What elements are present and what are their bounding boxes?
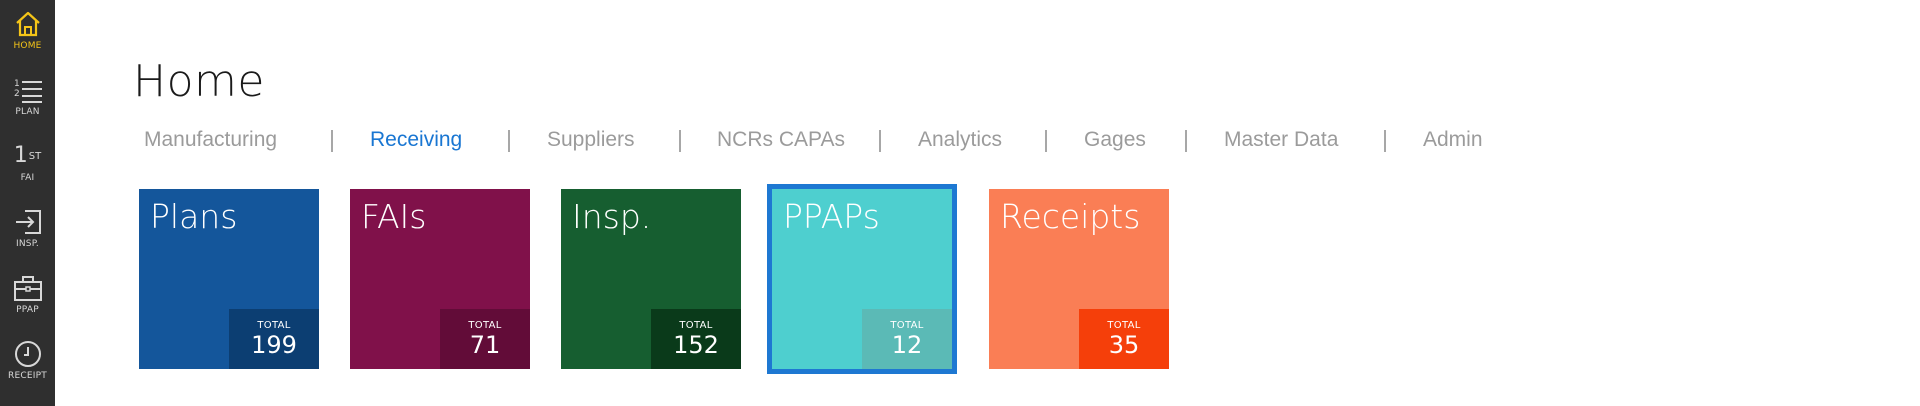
left-nav-rail: HOME 1 2 PLAN 1 ST FAI IN bbox=[0, 0, 55, 406]
tile-total-label: TOTAL bbox=[1107, 319, 1141, 331]
tile-title: FAIs bbox=[361, 197, 427, 236]
svg-text:2: 2 bbox=[14, 89, 20, 99]
tile-total-box: TOTAL 71 bbox=[440, 309, 530, 369]
first-icon-number: 1 bbox=[13, 143, 28, 168]
tile-total-box: TOTAL 35 bbox=[1079, 309, 1169, 369]
svg-text:1: 1 bbox=[14, 79, 20, 89]
nav-label-receipt: RECEIPT bbox=[8, 371, 47, 381]
nav-label-home: HOME bbox=[13, 41, 42, 51]
tile-ppaps[interactable]: PPAPs TOTAL 12 bbox=[767, 184, 957, 374]
tab-receiving[interactable]: Receiving bbox=[370, 128, 463, 151]
tile-total-label: TOTAL bbox=[679, 319, 713, 331]
clock-icon bbox=[14, 340, 42, 368]
tile-receipts[interactable]: Receipts TOTAL 35 bbox=[989, 189, 1169, 369]
nav-item-receipt[interactable]: RECEIPT bbox=[0, 330, 55, 396]
tab-separator bbox=[508, 130, 510, 152]
tile-title: PPAPs bbox=[783, 197, 880, 236]
tab-separator bbox=[879, 130, 881, 152]
tab-separator bbox=[1384, 130, 1386, 152]
tile-total-value: 71 bbox=[469, 330, 501, 359]
tab-suppliers[interactable]: Suppliers bbox=[547, 128, 635, 151]
nav-item-plan[interactable]: 1 2 PLAN bbox=[0, 66, 55, 132]
tab-gages[interactable]: Gages bbox=[1084, 128, 1146, 151]
sign-in-icon bbox=[13, 208, 43, 236]
tile-total-label: TOTAL bbox=[257, 319, 291, 331]
tile-total-box: TOTAL 199 bbox=[229, 309, 319, 369]
nav-label-ppap: PPAP bbox=[16, 305, 39, 315]
nav-label-insp: INSP. bbox=[16, 239, 39, 249]
tab-manufacturing[interactable]: Manufacturing bbox=[144, 128, 278, 151]
tile-total-label: TOTAL bbox=[468, 319, 502, 331]
tab-separator bbox=[1045, 130, 1047, 152]
tile-plans[interactable]: Plans TOTAL 199 bbox=[139, 189, 319, 369]
tile-title: Receipts bbox=[1000, 197, 1141, 236]
tile-fais[interactable]: FAIs TOTAL 71 bbox=[350, 189, 530, 369]
tile-total-value: 152 bbox=[673, 330, 719, 359]
nav-label-plan: PLAN bbox=[15, 107, 40, 117]
tab-separator bbox=[679, 130, 681, 152]
tile-total-value: 35 bbox=[1108, 330, 1140, 359]
nav-item-insp[interactable]: INSP. bbox=[0, 198, 55, 264]
tile-insp[interactable]: Insp. TOTAL 152 bbox=[561, 189, 741, 369]
page-title: Home bbox=[133, 56, 265, 107]
numbered-list-icon: 1 2 bbox=[13, 76, 43, 104]
nav-item-fai[interactable]: 1 ST FAI bbox=[0, 132, 55, 198]
tab-admin[interactable]: Admin bbox=[1423, 128, 1483, 151]
first-icon: 1 ST bbox=[14, 142, 41, 170]
tab-master-data[interactable]: Master Data bbox=[1224, 128, 1339, 151]
tab-separator bbox=[1185, 130, 1187, 152]
tile-title: Plans bbox=[150, 197, 238, 236]
tab-ncrs-capas[interactable]: NCRs CAPAs bbox=[717, 128, 845, 151]
tab-separator bbox=[331, 130, 333, 152]
tile-total-label: TOTAL bbox=[890, 319, 924, 331]
briefcase-icon bbox=[13, 274, 43, 302]
tab-analytics[interactable]: Analytics bbox=[918, 128, 1003, 151]
nav-label-fai: FAI bbox=[20, 173, 35, 183]
first-icon-suffix: ST bbox=[28, 151, 42, 162]
nav-item-ppap[interactable]: PPAP bbox=[0, 264, 55, 330]
tile-total-value: 12 bbox=[891, 330, 923, 359]
tile-title: Insp. bbox=[572, 197, 652, 236]
nav-item-home[interactable]: HOME bbox=[0, 0, 55, 66]
tile-total-box: TOTAL 12 bbox=[862, 309, 952, 369]
tile-total-value: 199 bbox=[251, 330, 297, 359]
home-icon bbox=[14, 10, 42, 38]
tile-total-box: TOTAL 152 bbox=[651, 309, 741, 369]
